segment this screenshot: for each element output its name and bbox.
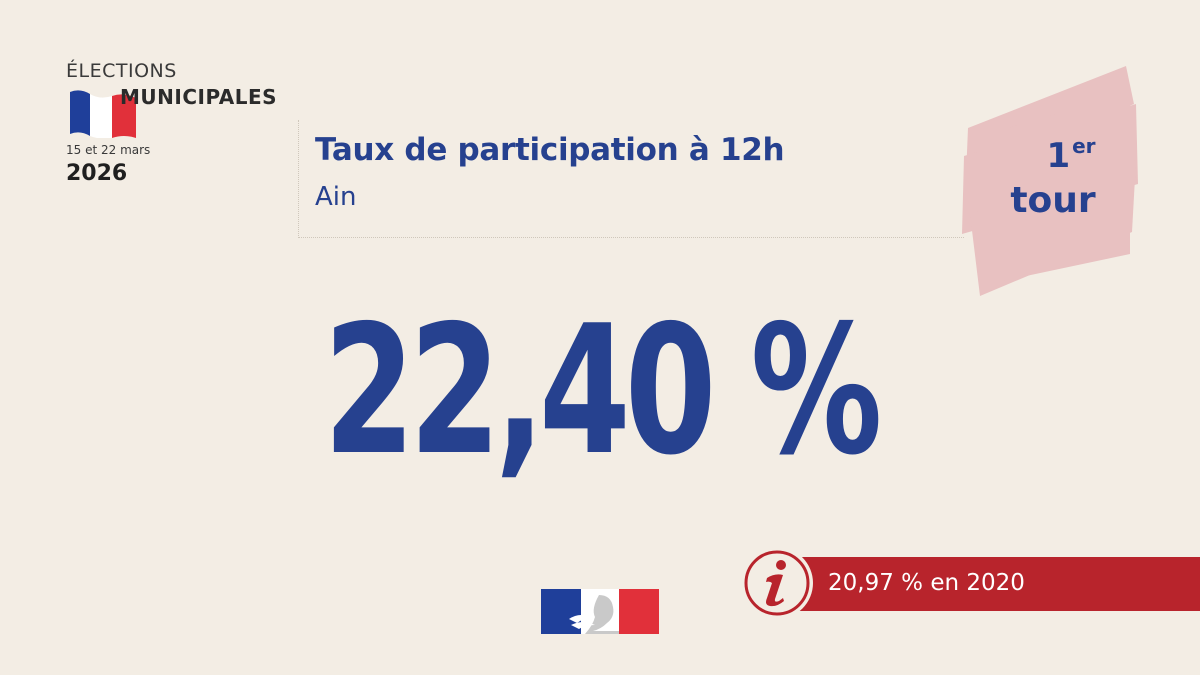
logo-year-text: 2026 xyxy=(66,161,128,186)
round-number-digit: 1 xyxy=(1046,136,1071,176)
info-icon xyxy=(741,547,813,619)
logo-dates-text: 15 et 22 mars xyxy=(66,143,151,157)
department-name: Ain xyxy=(315,182,357,212)
logo-municipales-text: MUNICIPALES xyxy=(120,85,278,109)
brush-stroke-background xyxy=(962,66,1138,296)
page-title: Taux de participation à 12h xyxy=(315,132,785,168)
round-word: tour xyxy=(1010,180,1096,221)
title-block: Taux de participation à 12h Ain xyxy=(298,120,964,238)
french-flag-icon xyxy=(70,90,136,138)
marianne-logo-icon xyxy=(541,589,659,634)
round-badge: 1 er tour xyxy=(958,64,1140,296)
comparison-banner: 20,97 % en 2020 xyxy=(780,557,1200,611)
participation-rate-value: 22,40 % xyxy=(323,287,882,494)
comparison-text: 20,97 % en 2020 xyxy=(828,570,1025,596)
round-number-suffix: er xyxy=(1072,134,1096,158)
elections-logo: ÉLECTIONS MUNICIPALES 15 et 22 mars 2026 xyxy=(64,60,294,190)
round-number: 1 er xyxy=(980,134,1162,176)
logo-elections-text: ÉLECTIONS xyxy=(66,60,177,82)
